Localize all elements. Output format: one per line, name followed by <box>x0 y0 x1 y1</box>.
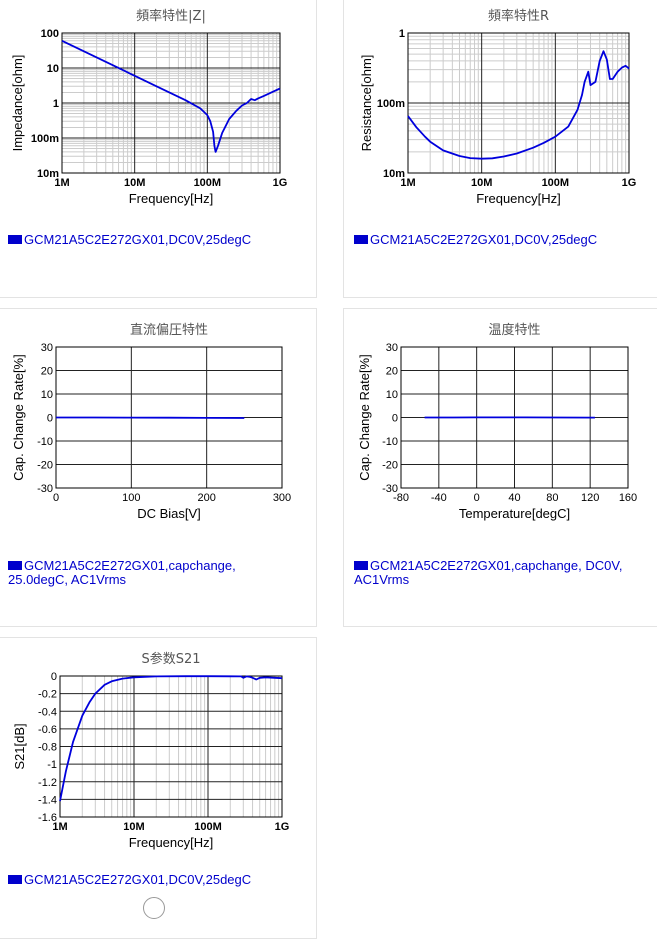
series-line <box>56 418 244 419</box>
y-tick-label: -1.2 <box>38 777 57 789</box>
y-tick-label: -30 <box>382 483 398 495</box>
x-tick-label: 1G <box>275 821 290 833</box>
y-tick-label: 100 <box>41 28 59 40</box>
y-tick-label: -0.6 <box>38 724 57 736</box>
legend-label: GCM21A5C2E272GX01,DC0V,25degC <box>24 232 251 247</box>
series-line <box>60 676 282 801</box>
y-tick-label: -10 <box>37 436 53 448</box>
x-axis-label: Frequency[Hz] <box>129 835 214 850</box>
legend-label: GCM21A5C2E272GX01,capchange, 25.0degC, A… <box>8 558 236 587</box>
x-axis-label: Frequency[Hz] <box>129 191 214 206</box>
y-tick-label: -0.2 <box>38 689 57 701</box>
legend-label: GCM21A5C2E272GX01,capchange, DC0V, AC1Vr… <box>354 558 622 587</box>
temperature-legend: GCM21A5C2E272GX01,capchange, DC0V, AC1Vr… <box>354 545 622 587</box>
y-tick-label: 1 <box>53 98 59 110</box>
chart-title: 温度特性 <box>488 322 540 338</box>
y-tick-label: 10m <box>383 168 405 180</box>
x-tick-label: 120 <box>581 492 599 504</box>
y-tick-label: 10 <box>41 389 53 401</box>
x-tick-label: 80 <box>546 492 558 504</box>
dc-bias-legend: GCM21A5C2E272GX01,capchange, 25.0degC, A… <box>8 545 236 587</box>
y-axis-label: Cap. Change Rate[%] <box>357 354 372 480</box>
x-tick-label: 100M <box>194 821 222 833</box>
series-line <box>408 51 629 159</box>
x-tick-label: 100M <box>194 177 222 189</box>
resistance-legend: GCM21A5C2E272GX01,DC0V,25degC <box>354 233 597 247</box>
y-tick-label: 30 <box>386 342 398 354</box>
x-tick-label: 0 <box>474 492 480 504</box>
x-tick-label: 10M <box>124 177 145 189</box>
y-tick-label: -1.6 <box>38 812 57 824</box>
chart-title: 頻率特性|Z| <box>136 8 206 24</box>
x-tick-label: 10M <box>471 177 492 189</box>
x-tick-label: 200 <box>197 492 215 504</box>
y-axis-label: Resistance[ohm] <box>359 55 374 152</box>
legend-swatch <box>354 561 368 570</box>
x-axis-label: Frequency[Hz] <box>476 191 561 206</box>
x-tick-label: 100 <box>122 492 140 504</box>
y-tick-label: 20 <box>41 366 53 378</box>
y-tick-label: 10 <box>386 389 398 401</box>
legend-swatch <box>8 875 22 884</box>
x-tick-label: 100M <box>542 177 570 189</box>
y-tick-label: 100m <box>377 98 405 110</box>
legend-swatch <box>354 235 368 244</box>
impedance-legend: GCM21A5C2E272GX01,DC0V,25degC <box>8 233 251 247</box>
x-tick-label: 300 <box>273 492 291 504</box>
y-tick-label: 0 <box>47 413 53 425</box>
loading-spinner-icon <box>143 897 165 919</box>
y-axis-label: Cap. Change Rate[%] <box>11 354 26 480</box>
y-axis-label: Impedance[ohm] <box>10 55 25 152</box>
x-axis-label: Temperature[degC] <box>459 506 570 521</box>
x-tick-label: -40 <box>431 492 447 504</box>
chart-panel-dc-bias: 0 100 200 300 -30 -20 -10 0 10 20 30 直流偏圧特性 DC Bias[… <box>0 308 317 627</box>
chart-title: 頻率特性R <box>488 8 549 24</box>
y-tick-label: -1.4 <box>38 794 57 806</box>
legend-swatch <box>8 235 22 244</box>
y-tick-label: 10m <box>37 168 59 180</box>
legend-label: GCM21A5C2E272GX01,DC0V,25degC <box>370 232 597 247</box>
y-tick-label: 100m <box>31 133 59 145</box>
chart-title: 直流偏圧特性 <box>130 323 208 338</box>
y-tick-label: 0 <box>392 413 398 425</box>
y-tick-label: -0.4 <box>38 706 57 718</box>
x-tick-label: 0 <box>53 492 59 504</box>
y-tick-label: 0 <box>51 671 57 683</box>
chart-title: S参数S21 <box>141 651 200 667</box>
y-tick-label: 20 <box>386 366 398 378</box>
y-tick-label: -20 <box>382 460 398 472</box>
x-tick-label: 160 <box>619 492 637 504</box>
y-tick-label: -0.8 <box>38 742 57 754</box>
y-axis-label: S21[dB] <box>12 723 27 769</box>
x-tick-label: 10M <box>123 821 144 833</box>
x-tick-label: 1G <box>622 177 637 189</box>
y-tick-label: -20 <box>37 460 53 472</box>
legend-label: GCM21A5C2E272GX01,DC0V,25degC <box>24 872 251 887</box>
y-tick-label: 1 <box>399 28 405 40</box>
y-tick-label: 10 <box>47 63 59 75</box>
y-tick-label: -10 <box>382 436 398 448</box>
legend-swatch <box>8 561 22 570</box>
y-tick-label: -30 <box>37 483 53 495</box>
y-tick-label: -1 <box>47 759 57 771</box>
s21-legend: GCM21A5C2E272GX01,DC0V,25degC <box>8 873 251 887</box>
y-tick-label: 30 <box>41 342 53 354</box>
dc-bias-chart: 0 100 200 300 -30 -20 -10 0 10 20 30 直流偏圧特性 DC Bias[… <box>0 309 318 549</box>
x-tick-label: 1G <box>273 177 288 189</box>
x-tick-label: 40 <box>508 492 520 504</box>
x-axis-label: DC Bias[V] <box>137 506 201 521</box>
